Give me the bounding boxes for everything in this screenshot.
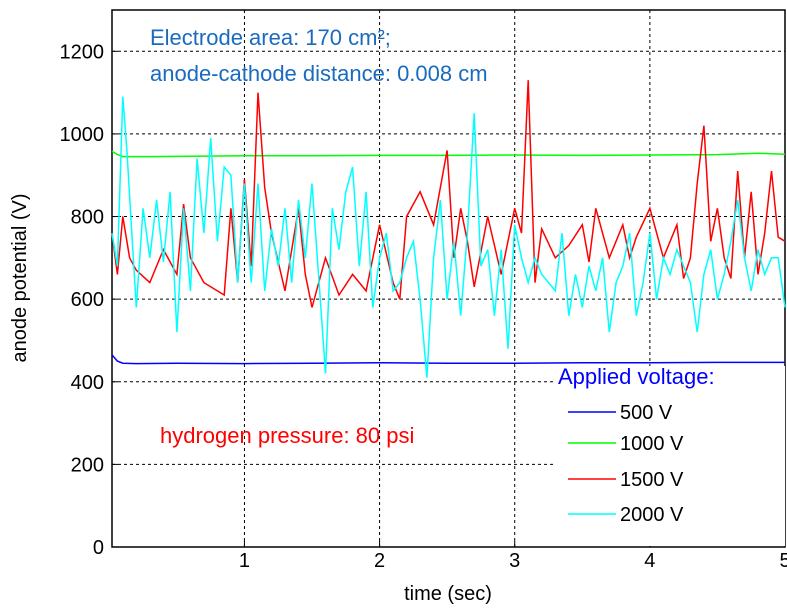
- legend-label-2000: 2000 V: [620, 504, 684, 526]
- distance-annotation: anode-cathode distance: 0.008 cm: [150, 61, 488, 86]
- y-tick-label: 800: [71, 207, 104, 229]
- legend-box: [555, 366, 785, 546]
- x-tick-label: 2: [374, 550, 385, 572]
- legend-title: Applied voltage:: [558, 364, 715, 389]
- y-tick-label: 1200: [60, 41, 105, 63]
- legend-label-1000: 1000 V: [620, 433, 684, 455]
- series-line-1500v: [111, 80, 786, 308]
- y-tick-label: 200: [71, 454, 104, 476]
- electrode-area-annotation: Electrode area: 170 cm²;: [150, 25, 391, 50]
- y-tick-label: 1000: [60, 124, 105, 146]
- legend-label-1500: 1500 V: [620, 469, 684, 491]
- y-tick-label: 400: [71, 372, 104, 394]
- series-line-1000v: [111, 150, 786, 158]
- tick-labels: 1 2 3 4 5 0 200 400 600 800 1000 1200: [60, 41, 787, 572]
- legend-label-500: 500 V: [620, 402, 673, 424]
- x-tick-label: 4: [644, 550, 655, 572]
- series-layer: [111, 80, 786, 378]
- pressure-annotation: hydrogen pressure: 80 psi: [160, 423, 414, 448]
- y-tick-label: 0: [93, 537, 104, 559]
- legend: Applied voltage: 500 V 1000 V 1500 V 200…: [555, 364, 785, 546]
- x-tick-label: 3: [509, 550, 520, 572]
- y-axis-label: anode potential (V): [9, 193, 31, 362]
- y-tick-label: 600: [71, 289, 104, 311]
- series-line-2000v: [111, 96, 786, 378]
- series-line-500v: [111, 354, 785, 365]
- x-axis-label: time (sec): [404, 583, 492, 605]
- x-tick-label: 1: [239, 550, 250, 572]
- x-tick-label: 5: [779, 550, 787, 572]
